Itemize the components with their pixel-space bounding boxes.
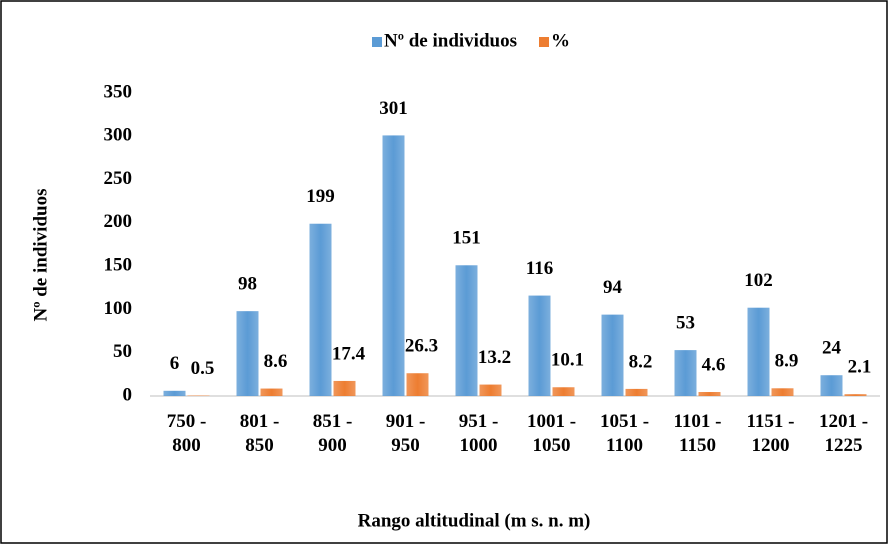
y-tick-label: 150 bbox=[104, 255, 133, 276]
x-tick-label: 1101 - 1150 bbox=[673, 411, 722, 456]
data-label: 2.1 bbox=[848, 357, 872, 378]
y-tick-label: 250 bbox=[104, 168, 133, 189]
x-tick-label: 901 - 950 bbox=[385, 411, 426, 456]
bar bbox=[552, 387, 575, 396]
data-label: 26.3 bbox=[405, 336, 438, 357]
x-tick-label: 951 - 1000 bbox=[458, 411, 499, 456]
data-label: 94 bbox=[603, 277, 623, 298]
y-tick-label: 200 bbox=[104, 211, 133, 232]
bar bbox=[260, 388, 283, 396]
bar bbox=[163, 390, 186, 396]
y-tick-label: 0 bbox=[123, 384, 133, 405]
data-label: 8.9 bbox=[775, 351, 799, 372]
data-label: 6 bbox=[170, 353, 180, 374]
legend-swatch bbox=[372, 37, 382, 47]
bar bbox=[236, 311, 259, 396]
bar bbox=[406, 373, 429, 396]
data-label: 199 bbox=[306, 186, 335, 207]
bar bbox=[625, 388, 648, 396]
x-tick-label: 750 - 800 bbox=[166, 411, 207, 456]
bar bbox=[771, 388, 794, 396]
data-label: 13.2 bbox=[478, 347, 511, 368]
data-label: 98 bbox=[238, 274, 257, 295]
bar bbox=[601, 314, 624, 396]
x-tick-label: 1001 - 1050 bbox=[526, 411, 577, 456]
bar bbox=[698, 392, 721, 396]
legend-label: Nº de individuos bbox=[384, 30, 517, 51]
y-tick-label: 50 bbox=[113, 341, 132, 362]
bar bbox=[674, 350, 697, 396]
bar bbox=[528, 295, 551, 396]
y-axis-title: Nº de individuos bbox=[30, 189, 51, 322]
bar bbox=[382, 135, 405, 397]
x-tick-label: 801 - 850 bbox=[239, 411, 280, 456]
data-label: 4.6 bbox=[702, 354, 726, 375]
data-label: 8.6 bbox=[264, 351, 288, 372]
data-label: 151 bbox=[452, 228, 481, 249]
y-tick-label: 100 bbox=[104, 298, 133, 319]
data-label: 301 bbox=[379, 98, 408, 119]
x-tick-label: 1151 - 1200 bbox=[746, 411, 795, 456]
data-label: 0.5 bbox=[191, 358, 215, 379]
data-label: 53 bbox=[676, 312, 695, 333]
bar bbox=[333, 380, 356, 396]
data-label: 24 bbox=[822, 338, 842, 359]
x-tick-label: 851 - 900 bbox=[312, 411, 353, 456]
data-label: 102 bbox=[744, 270, 773, 291]
data-label: 8.2 bbox=[629, 351, 653, 372]
data-label: 10.1 bbox=[551, 350, 584, 371]
legend-swatch bbox=[539, 37, 549, 47]
bar bbox=[747, 307, 770, 396]
y-tick-label: 350 bbox=[104, 81, 133, 102]
bar bbox=[455, 265, 478, 396]
data-label: 116 bbox=[526, 258, 553, 279]
x-tick-label: 1051 - 1100 bbox=[599, 411, 650, 456]
x-tick-label: 1201 - 1225 bbox=[818, 411, 869, 456]
bar bbox=[479, 384, 502, 396]
legend-label: % bbox=[551, 30, 570, 51]
x-axis-title: Rango altitudinal (m s. n. m) bbox=[358, 510, 591, 531]
y-tick-label: 300 bbox=[104, 125, 133, 146]
bar bbox=[844, 394, 867, 396]
bar bbox=[820, 375, 843, 396]
bar bbox=[309, 223, 332, 396]
data-label: 17.4 bbox=[332, 343, 366, 364]
